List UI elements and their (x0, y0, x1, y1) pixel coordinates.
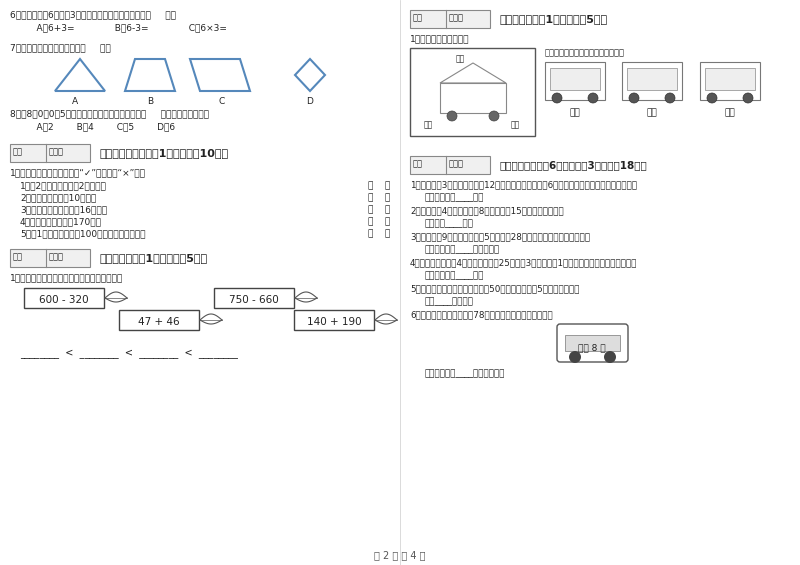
Text: 1．把下列算式按得数大小，从小到大排一行。: 1．把下列算式按得数大小，从小到大排一行。 (10, 273, 123, 282)
Text: B: B (147, 97, 153, 106)
FancyBboxPatch shape (119, 310, 199, 330)
Circle shape (604, 351, 616, 363)
Text: A: A (72, 97, 78, 106)
Text: 小明: 小明 (510, 120, 520, 129)
Text: 小红: 小红 (455, 54, 465, 63)
FancyBboxPatch shape (627, 68, 677, 90)
Circle shape (707, 93, 717, 103)
FancyBboxPatch shape (550, 68, 600, 90)
Text: 8．用8、0、0、5四张数字卡片摆四位数，能摆成（     ）个不同的四位数。: 8．用8、0、0、5四张数字卡片摆四位数，能摆成（ ）个不同的四位数。 (10, 109, 209, 118)
Text: 小圆: 小圆 (725, 108, 735, 117)
Text: （    ）: （ ） (368, 205, 390, 214)
Circle shape (588, 93, 598, 103)
FancyBboxPatch shape (24, 288, 104, 308)
Text: 答：还剩____支。: 答：还剩____支。 (425, 219, 474, 228)
Text: 六、比一比（共1大题，共计5分）: 六、比一比（共1大题，共计5分） (100, 253, 208, 263)
Text: 5．一本应用题练习册，有应用题50道，红红每天做5道，几天能完？: 5．一本应用题练习册，有应用题50道，红红每天做5道，几天能完？ (410, 284, 579, 293)
FancyBboxPatch shape (410, 10, 490, 28)
Text: 750 - 660: 750 - 660 (229, 295, 279, 305)
Text: 5．长1米的木棒要比长100厘米的铁丝短一些。: 5．长1米的木棒要比长100厘米的铁丝短一些。 (20, 229, 146, 238)
Text: 小东: 小东 (646, 108, 658, 117)
Text: 得分: 得分 (13, 252, 23, 261)
Text: 140 + 190: 140 + 190 (306, 317, 362, 327)
FancyBboxPatch shape (10, 144, 90, 162)
Text: 八、解决问题（共6小题，每题3分，共计18分）: 八、解决问题（共6小题，每题3分，共计18分） (500, 160, 648, 170)
FancyBboxPatch shape (705, 68, 755, 90)
FancyBboxPatch shape (10, 249, 90, 267)
Text: （    ）: （ ） (368, 217, 390, 226)
Text: 6．希望小学二年级有学生78人，至少需要几辆校园巴士？: 6．希望小学二年级有学生78人，至少需要几辆校园巴士？ (410, 310, 553, 319)
FancyBboxPatch shape (565, 335, 620, 351)
Text: 1．过2点最多可以连成2条线段。: 1．过2点最多可以连成2条线段。 (20, 181, 107, 190)
FancyBboxPatch shape (700, 62, 760, 100)
Text: 2．妈妈买了4盒彩笔，每盒8支，用去了15支，还剩多少支？: 2．妈妈买了4盒彩笔，每盒8支，用去了15支，还剩多少支？ (410, 206, 564, 215)
Text: 3．商店里有9袋乒乓球，每袋5个，卖了28个，现在还有多少个乒乓球？: 3．商店里有9袋乒乓球，每袋5个，卖了28个，现在还有多少个乒乓球？ (410, 232, 590, 241)
Text: 得分: 得分 (413, 159, 423, 168)
Text: 2．一块橡皮擦的厚10厘米。: 2．一块橡皮擦的厚10厘米。 (20, 193, 96, 202)
FancyBboxPatch shape (545, 62, 605, 100)
Text: A、2        B、4        C、5        D、6: A、2 B、4 C、5 D、6 (25, 122, 175, 131)
Text: 评卷人: 评卷人 (49, 252, 64, 261)
Circle shape (743, 93, 753, 103)
Text: 1．判一判（对的在括号里打“✓”，错的打“×”）。: 1．判一判（对的在括号里打“✓”，错的打“×”）。 (10, 168, 146, 177)
Text: 小东: 小东 (423, 120, 433, 129)
Circle shape (629, 93, 639, 103)
Text: 得分: 得分 (413, 13, 423, 22)
Text: （    ）: （ ） (368, 193, 390, 202)
Text: 得分: 得分 (13, 147, 23, 156)
Circle shape (569, 351, 581, 363)
Text: 4．小汽车每辆能坐4人，大客车能坐25人，有3辆小汽车和1辆大客车，共一共能坐多少人？: 4．小汽车每辆能坐4人，大客车能坐25人，有3辆小汽车和1辆大客车，共一共能坐多… (410, 258, 638, 267)
Circle shape (552, 93, 562, 103)
Circle shape (665, 93, 675, 103)
Text: C: C (219, 97, 225, 106)
Text: 1．小明买了3个笔记本，用去12元。小云也买了同样的6个笔记本。算一算小云用了多少钱？: 1．小明买了3个笔记本，用去12元。小云也买了同样的6个笔记本。算一算小云用了多… (410, 180, 637, 189)
Text: （    ）: （ ） (368, 181, 390, 190)
Text: 1．观察物体，连一连。: 1．观察物体，连一连。 (410, 34, 470, 43)
FancyBboxPatch shape (294, 310, 374, 330)
Text: 请你连一连，下面分别是谁看到的？: 请你连一连，下面分别是谁看到的？ (545, 48, 625, 57)
Text: 七、连一连（共1大题，共计5分）: 七、连一连（共1大题，共计5分） (500, 14, 608, 24)
FancyBboxPatch shape (410, 156, 490, 174)
Text: 第 2 页 共 4 页: 第 2 页 共 4 页 (374, 550, 426, 560)
Text: 限乘 8 人: 限乘 8 人 (578, 343, 606, 352)
Circle shape (447, 111, 457, 121)
Text: D: D (306, 97, 314, 106)
Text: 评卷人: 评卷人 (449, 159, 464, 168)
Text: A、6+3=              B、6-3=              C、6×3=: A、6+3= B、6-3= C、6×3= (25, 23, 227, 32)
FancyBboxPatch shape (622, 62, 682, 100)
FancyBboxPatch shape (557, 324, 628, 362)
Text: 4．小红爸爸的身高有170米。: 4．小红爸爸的身高有170米。 (20, 217, 102, 226)
Text: ________  <  ________  <  ________  <  ________: ________ < ________ < ________ < _______… (20, 349, 238, 359)
Text: 答：小云用了____元。: 答：小云用了____元。 (425, 193, 485, 202)
Text: 47 + 46: 47 + 46 (138, 317, 180, 327)
Text: 答：至少需要____辆校园巴士。: 答：至少需要____辆校园巴士。 (425, 369, 506, 378)
Text: 评卷人: 评卷人 (49, 147, 64, 156)
Text: 答：现在还有____个乒乓球。: 答：现在还有____个乒乓球。 (425, 245, 500, 254)
FancyBboxPatch shape (214, 288, 294, 308)
Circle shape (489, 111, 499, 121)
Text: 五、判断对与错（共1大题，共计10分）: 五、判断对与错（共1大题，共计10分） (100, 148, 229, 158)
Text: （    ）: （ ） (368, 229, 390, 238)
Text: 3．一枝白动水笔的长是16厘米。: 3．一枝白动水笔的长是16厘米。 (20, 205, 107, 214)
Text: 600 - 320: 600 - 320 (39, 295, 89, 305)
Text: 6．每只小猫钓6条鱼，3只小猫钓多少条鱼？列算式是（     ）。: 6．每只小猫钓6条鱼，3只小猫钓多少条鱼？列算式是（ ）。 (10, 10, 176, 19)
FancyBboxPatch shape (440, 83, 506, 113)
Text: 答：____天能完。: 答：____天能完。 (425, 297, 474, 306)
Text: 答：一共能坐____人。: 答：一共能坐____人。 (425, 271, 485, 280)
Text: 7．下面不是轴对称图形的是（     ）。: 7．下面不是轴对称图形的是（ ）。 (10, 43, 110, 52)
Text: 评卷人: 评卷人 (449, 13, 464, 22)
Text: 小红: 小红 (570, 108, 580, 117)
FancyBboxPatch shape (410, 48, 535, 136)
